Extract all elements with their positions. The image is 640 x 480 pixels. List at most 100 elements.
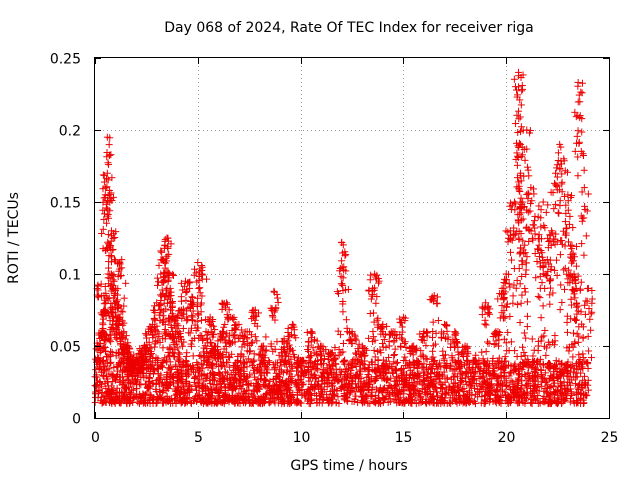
data-point	[572, 262, 580, 270]
data-point	[582, 232, 590, 240]
data-point	[512, 120, 520, 128]
data-point	[535, 241, 543, 249]
data-point	[429, 328, 437, 336]
data-point	[494, 295, 502, 303]
data-point	[513, 276, 521, 284]
data-point	[385, 337, 393, 345]
data-point	[586, 315, 594, 323]
data-point	[437, 380, 445, 388]
data-point	[578, 128, 586, 136]
data-point	[308, 328, 316, 336]
data-point	[99, 371, 107, 379]
data-point	[507, 338, 515, 346]
data-point	[574, 172, 582, 180]
data-point	[554, 209, 562, 217]
data-point	[270, 287, 278, 295]
data-point	[341, 356, 349, 364]
x-tick-labels: 0 5 10 15 20 25	[91, 430, 618, 446]
data-point	[509, 299, 517, 307]
data-point	[122, 279, 130, 287]
data-point	[179, 342, 187, 350]
data-point	[587, 326, 595, 334]
data-point	[99, 319, 107, 327]
data-point	[167, 298, 175, 306]
data-point	[524, 166, 532, 174]
y-tick-label: 0.15	[50, 196, 81, 212]
data-point	[369, 328, 377, 336]
data-point	[518, 365, 526, 373]
data-point	[517, 299, 525, 307]
data-point	[360, 364, 368, 372]
data-point	[553, 164, 561, 172]
data-point	[333, 288, 341, 296]
data-point	[557, 281, 565, 289]
data-point	[513, 111, 521, 119]
data-point	[507, 205, 515, 213]
data-point	[580, 251, 588, 259]
data-point	[307, 329, 315, 337]
data-point	[195, 285, 203, 293]
data-point	[396, 315, 404, 323]
data-point	[568, 391, 576, 399]
data-point	[434, 317, 442, 325]
data-point	[197, 299, 205, 307]
data-point	[339, 281, 347, 289]
data-point	[564, 238, 572, 246]
data-point	[584, 386, 592, 394]
data-point	[424, 329, 432, 337]
data-point	[558, 298, 566, 306]
data-point	[393, 358, 401, 366]
data-point	[581, 372, 589, 380]
data-point	[385, 353, 393, 361]
data-point	[561, 285, 569, 293]
data-point	[365, 334, 373, 342]
data-point	[547, 276, 555, 284]
data-point	[166, 358, 174, 366]
x-tick-label: 10	[293, 430, 311, 446]
data-point	[192, 383, 200, 391]
data-point	[384, 375, 392, 383]
data-point	[553, 173, 561, 181]
data-point	[182, 296, 190, 304]
data-point	[338, 280, 346, 288]
data-point	[517, 194, 525, 202]
data-point	[584, 285, 592, 293]
data-point	[506, 248, 514, 256]
data-point	[556, 306, 564, 314]
data-point	[198, 261, 206, 269]
data-point	[576, 286, 584, 294]
data-point	[561, 264, 569, 272]
data-point	[524, 163, 532, 171]
data-point	[189, 352, 197, 360]
data-point	[506, 312, 514, 320]
data-point	[519, 343, 527, 351]
data-point	[98, 230, 106, 238]
data-point	[520, 329, 528, 337]
data-points	[91, 68, 596, 408]
data-point	[367, 271, 375, 279]
data-point	[536, 294, 544, 302]
data-point	[301, 393, 309, 401]
data-point	[120, 294, 128, 302]
data-point	[432, 329, 440, 337]
data-point	[584, 332, 592, 340]
data-point	[571, 294, 579, 302]
data-point	[398, 334, 406, 342]
data-point	[546, 300, 554, 308]
data-point	[153, 274, 161, 282]
data-point	[517, 123, 525, 131]
data-point	[303, 328, 311, 336]
data-point	[521, 288, 529, 296]
data-point	[304, 346, 312, 354]
data-point	[552, 181, 560, 189]
data-point	[115, 359, 123, 367]
data-point	[380, 336, 388, 344]
data-point	[105, 161, 113, 169]
data-point	[99, 171, 107, 179]
data-point	[521, 284, 529, 292]
data-point	[518, 291, 526, 299]
data-point	[111, 233, 119, 241]
data-point	[518, 87, 526, 95]
data-point	[366, 310, 374, 318]
